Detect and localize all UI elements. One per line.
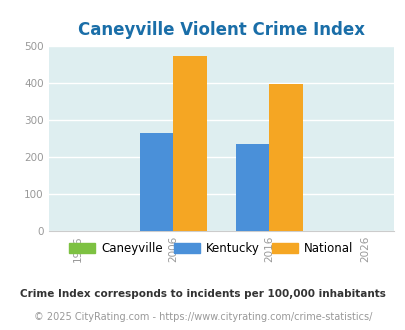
Text: © 2025 CityRating.com - https://www.cityrating.com/crime-statistics/: © 2025 CityRating.com - https://www.city… [34,312,371,322]
Bar [235,144,269,231]
Text: Crime Index corresponds to incidents per 100,000 inhabitants: Crime Index corresponds to incidents per… [20,289,385,299]
Bar [173,56,207,231]
Legend: Caneyville, Kentucky, National: Caneyville, Kentucky, National [64,237,357,260]
Title: Caneyville Violent Crime Index: Caneyville Violent Crime Index [78,21,364,39]
Bar [139,133,173,231]
Bar [269,84,302,231]
